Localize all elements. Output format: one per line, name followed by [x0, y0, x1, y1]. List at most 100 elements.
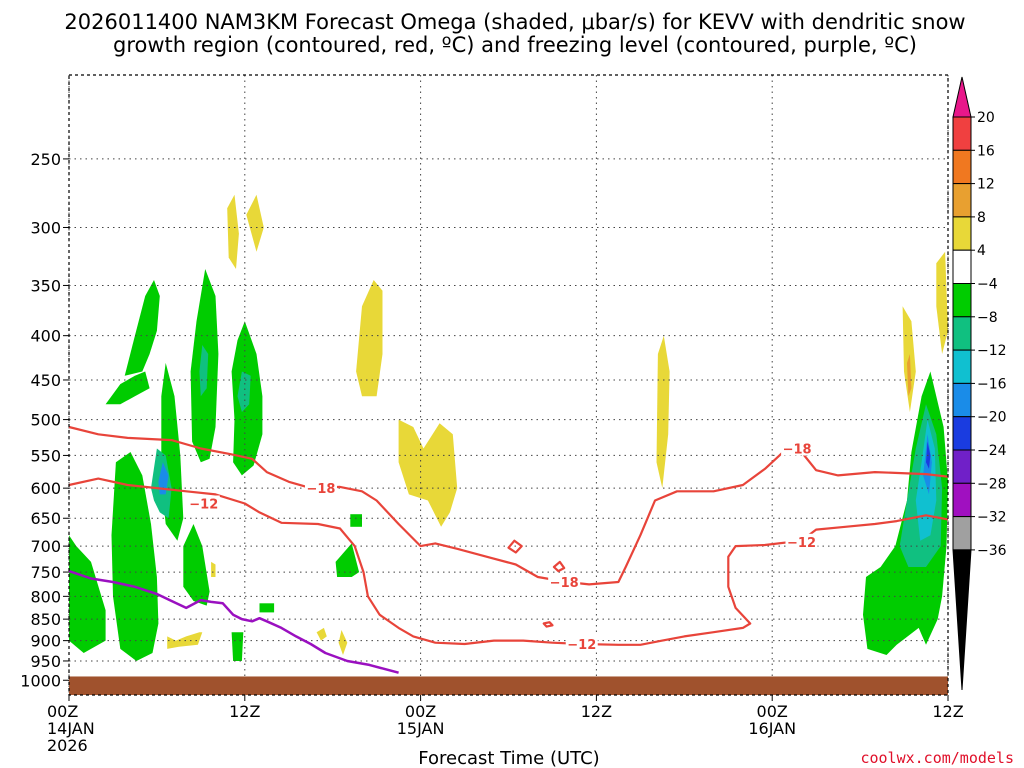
- omega-region: [656, 335, 670, 489]
- colorbar-bin: [952, 149, 972, 185]
- omega-region: [246, 194, 264, 252]
- colorbar-label: −36: [977, 543, 1007, 559]
- chart-title-line2: growth region (contoured, red, ºC) and f…: [113, 33, 917, 57]
- chart-title-line1: 2026011400 NAM3KM Forecast Omega (shaded…: [64, 10, 965, 34]
- dgz-contour: [68, 477, 949, 646]
- colorbar-label: 8: [977, 210, 986, 226]
- x-tick-label: 2026: [47, 736, 88, 755]
- contour-label-bg: [565, 635, 598, 651]
- omega-region: [335, 543, 360, 577]
- contour-label-bg: [304, 480, 337, 496]
- x-tick-label: 12Z: [581, 702, 612, 721]
- y-tick-label: 800: [30, 587, 61, 606]
- plot-frame: [68, 74, 949, 696]
- contour-label: −12: [189, 497, 218, 512]
- x-tick-label: 12Z: [932, 702, 963, 721]
- x-tick-label: 12Z: [229, 702, 260, 721]
- colorbar-label: 16: [977, 143, 995, 159]
- contour-label: −18: [550, 576, 579, 591]
- contour-label: −18: [306, 482, 335, 497]
- y-tick-label: 450: [30, 371, 61, 390]
- omega-region: [237, 371, 251, 412]
- omega-region: [398, 419, 458, 527]
- colorbar-label: −28: [977, 476, 1007, 492]
- omega-region: [111, 452, 159, 661]
- y-tick-label: 350: [30, 276, 61, 295]
- x-axis-label: Forecast Time (UTC): [418, 748, 599, 768]
- colorbar-bottom-arrow: [952, 549, 972, 691]
- omega-region: [356, 280, 383, 397]
- omega-region: [69, 535, 106, 653]
- colorbar-label: −20: [977, 410, 1007, 426]
- colorbar-bin: [952, 283, 972, 318]
- omega-region: [105, 371, 150, 405]
- omega-region: [316, 627, 327, 641]
- colorbar-bin: [952, 449, 972, 484]
- colorbar-label: 20: [977, 110, 995, 126]
- contour-label: −18: [783, 443, 812, 458]
- contour-label-bg: [187, 495, 220, 511]
- y-tick-label: 500: [30, 411, 61, 430]
- plot-area: −18 −12 −18 −12 −12 −18: [68, 74, 949, 696]
- y-tick-label: 950: [30, 652, 61, 671]
- omega-region: [183, 524, 210, 606]
- omega-region: [124, 280, 160, 376]
- colorbar-label: 4: [977, 243, 986, 259]
- contour-label: −12: [787, 536, 816, 551]
- y-tick-label: 650: [30, 509, 61, 528]
- x-tick-label: 15JAN: [397, 719, 445, 738]
- contour-label-bg: [785, 533, 818, 549]
- omega-region: [907, 354, 912, 397]
- y-tick-label: 1000: [20, 671, 61, 690]
- y-tick-label: 900: [30, 632, 61, 651]
- dgz-contour: [542, 621, 554, 628]
- colorbar-label: −24: [977, 443, 1007, 459]
- credit-text: coolwx.com/models: [860, 749, 1014, 767]
- colorbar-bin: [952, 183, 972, 218]
- y-axis-ticks: 250 300 350 400 450 500 550 600 650 700 750 800 850 9…: [20, 150, 69, 690]
- y-tick-label: 750: [30, 563, 61, 582]
- surface-ground: [69, 676, 948, 695]
- omega-region: [227, 194, 239, 269]
- colorbar-label: −16: [977, 376, 1007, 392]
- colorbar-bin: [952, 216, 972, 251]
- omega-colorbar: 20 16 12 8 4 −4 −8 −12 −16 −20 −24 −28 −32 −36: [952, 76, 1007, 691]
- omega-region: [338, 630, 348, 655]
- dendritic-growth-contours: −18 −12 −18 −12 −12 −18: [68, 425, 949, 653]
- omega-region: [199, 345, 209, 397]
- omega-shading: [69, 194, 948, 661]
- omega-region: [211, 561, 216, 577]
- freezing-level-line: [68, 569, 399, 674]
- dgz-contour: [552, 560, 566, 573]
- y-tick-label: 700: [30, 537, 61, 556]
- dgz-contour: [507, 539, 523, 554]
- omega-region: [350, 514, 362, 527]
- x-tick-label: 16JAN: [748, 719, 796, 738]
- x-tick-label: 00Z: [405, 702, 436, 721]
- colorbar-bin: [952, 349, 972, 384]
- colorbar-bin: [952, 482, 972, 518]
- colorbar-label: −4: [977, 277, 998, 293]
- contour-label: −12: [567, 638, 596, 653]
- omega-region: [259, 603, 275, 613]
- y-tick-label: 550: [30, 446, 61, 465]
- omega-region: [158, 462, 169, 495]
- colorbar-bin: [952, 516, 972, 551]
- y-tick-label: 850: [30, 610, 61, 629]
- y-tick-label: 300: [30, 218, 61, 237]
- freezing-level-contour: [68, 569, 399, 674]
- y-tick-label: 250: [30, 150, 61, 169]
- colorbar-bin: [952, 116, 972, 151]
- colorbar-bin: [952, 249, 972, 284]
- colorbar-label: −12: [977, 343, 1007, 359]
- contour-label-bg: [548, 573, 581, 589]
- x-tick-label: 00Z: [47, 702, 78, 721]
- colorbar-top-arrow: [952, 76, 972, 118]
- contour-label-bg: [781, 440, 814, 456]
- colorbar-label: −8: [977, 310, 998, 326]
- y-tick-label: 600: [30, 479, 61, 498]
- omega-region: [231, 632, 244, 661]
- colorbar-label: −32: [977, 510, 1007, 526]
